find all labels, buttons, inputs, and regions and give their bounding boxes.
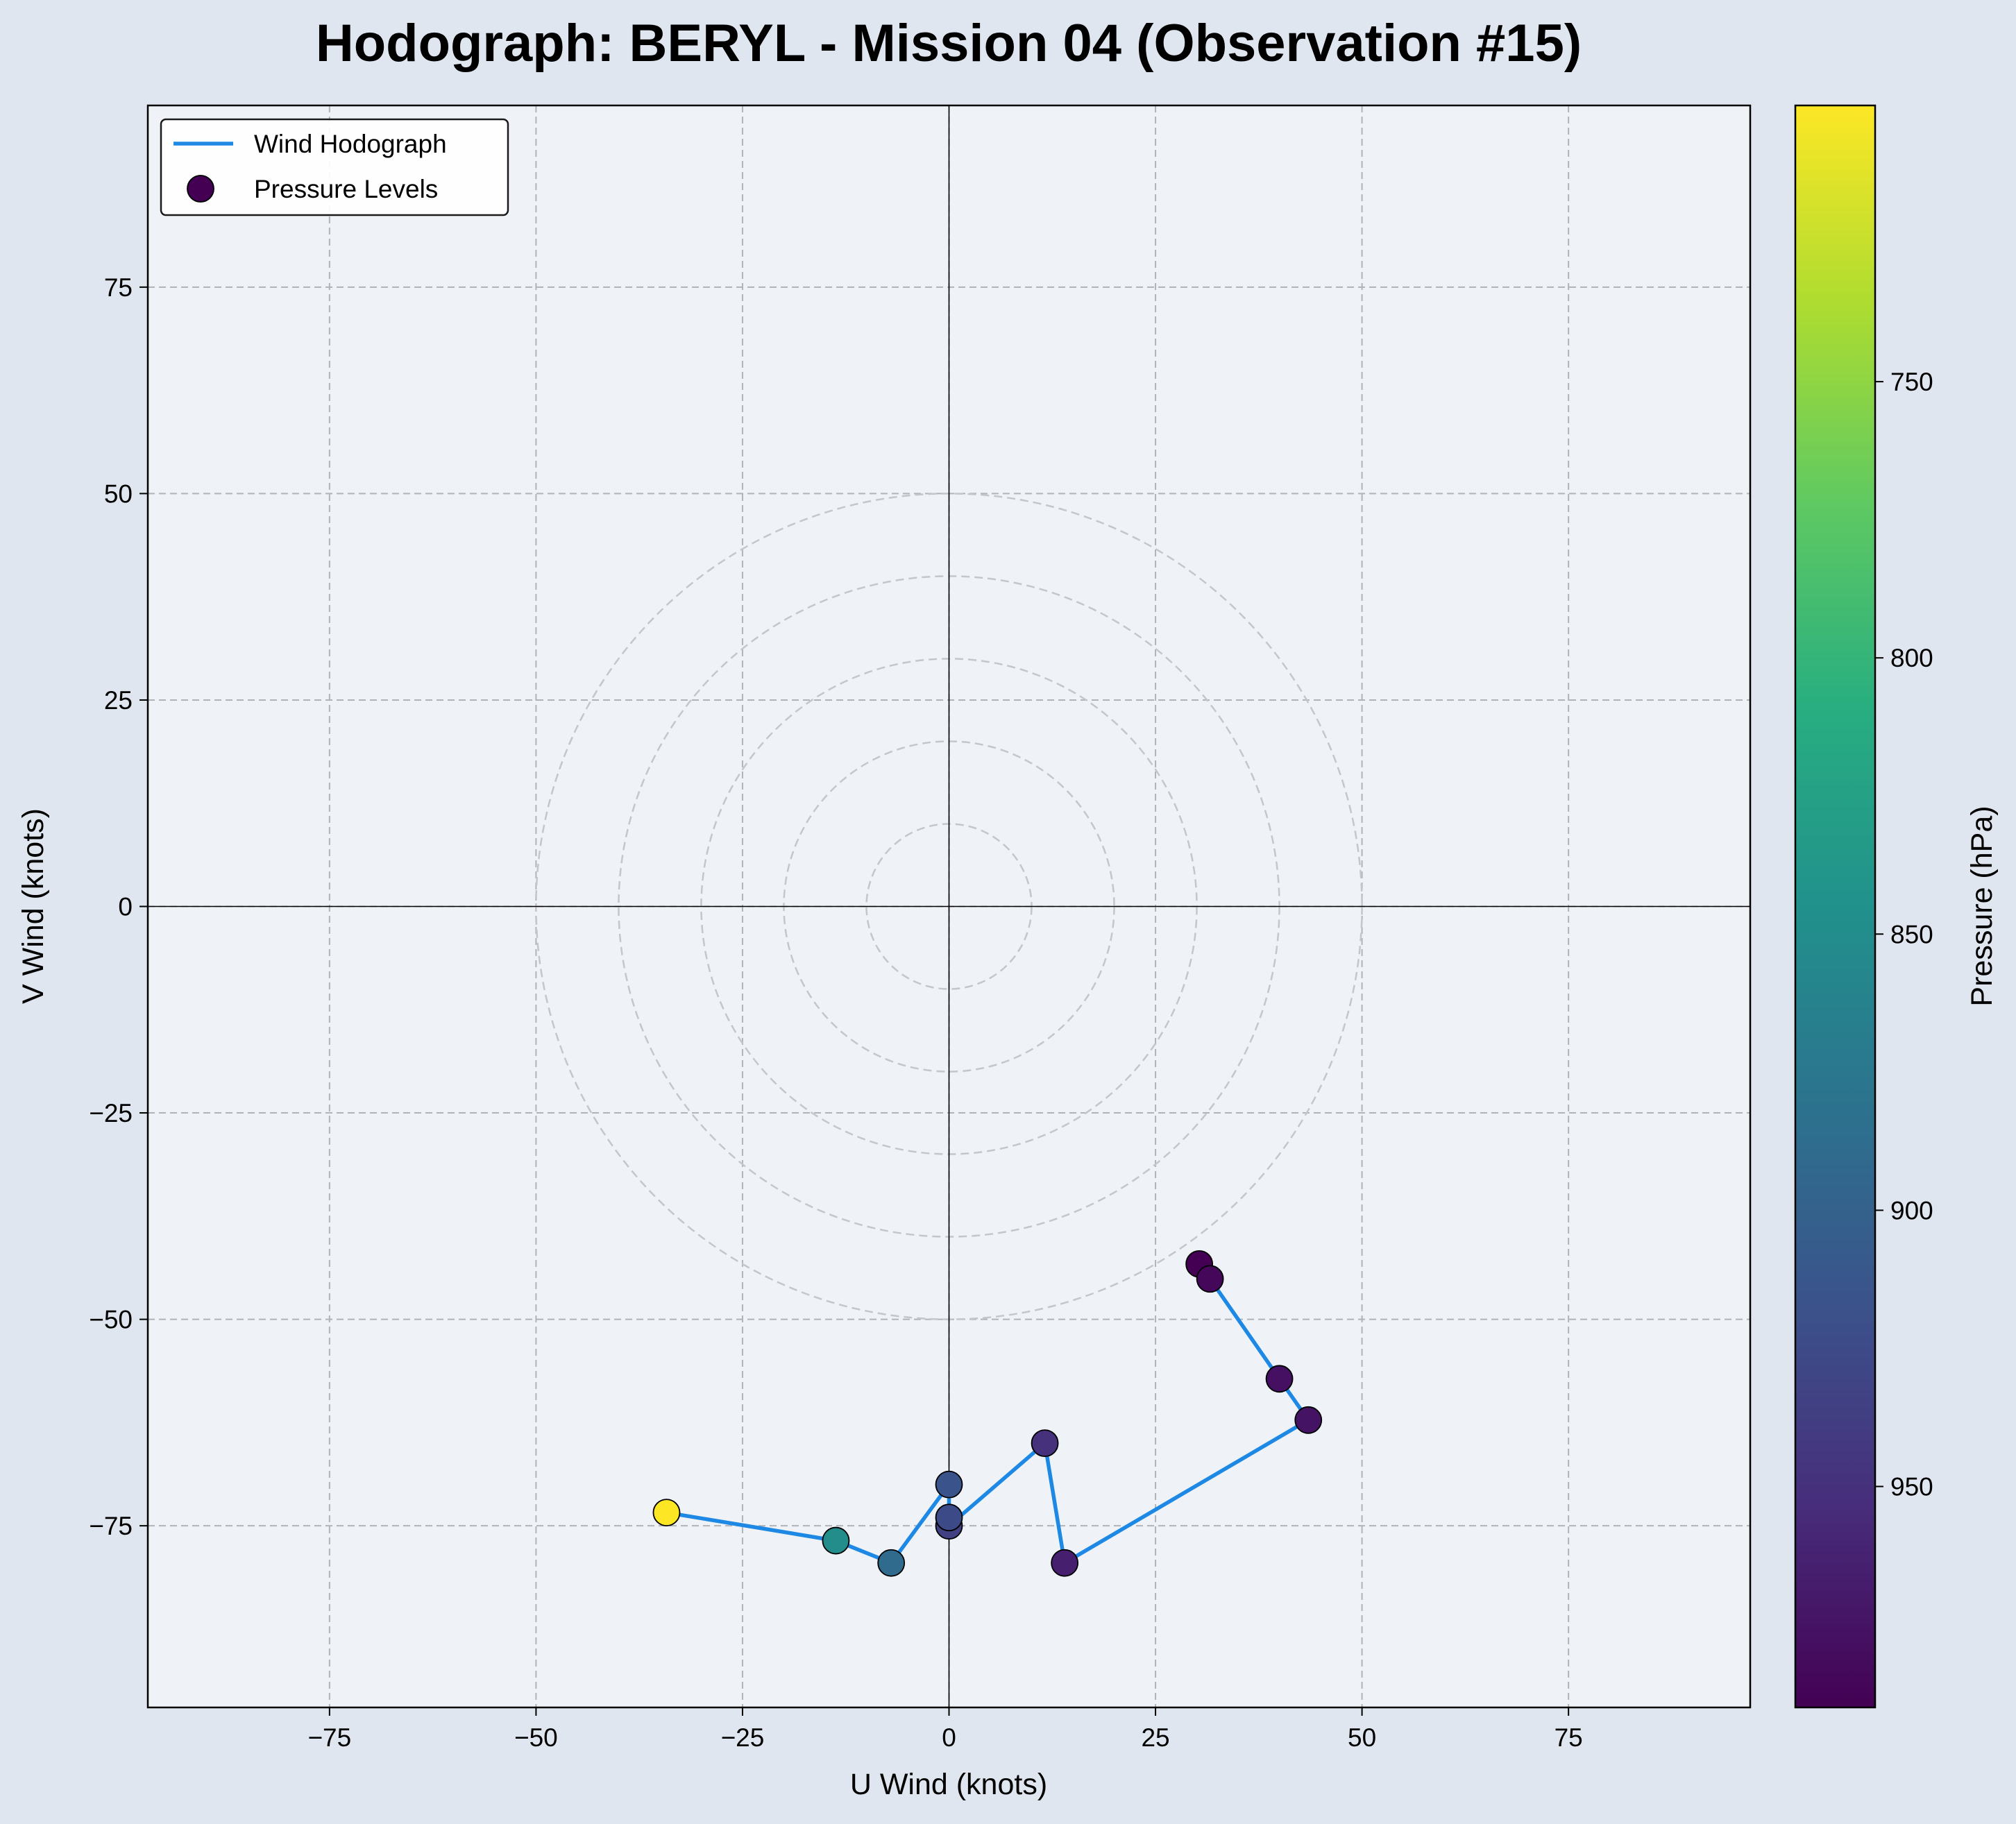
pressure-point [1294, 1406, 1323, 1434]
legend-label-hodograph: Wind Hodograph [254, 130, 447, 158]
colorbar-tick-label: 750 [1890, 368, 1933, 396]
colorbar-gradient [1794, 104, 1877, 1709]
colorbar: 750 800 850 900 950 Pressure (hPa) [1794, 104, 1999, 1709]
legend: Wind Hodograph Pressure Levels [160, 118, 509, 216]
y-ticks: −75 −50 −25 0 25 50 75 [89, 273, 148, 1540]
x-axis-label: U Wind (knots) [850, 1768, 1047, 1801]
y-tick-label: 75 [104, 273, 133, 302]
x-tick-label: 75 [1555, 1723, 1583, 1752]
pressure-point [1031, 1429, 1059, 1458]
x-tick-label: 25 [1141, 1723, 1169, 1752]
y-tick-label: 0 [118, 893, 133, 921]
legend-box [160, 118, 509, 216]
y-axis-label: V Wind (knots) [17, 808, 50, 1004]
x-tick-label: −25 [721, 1723, 765, 1752]
colorbar-ticks: 750 800 850 900 950 [1875, 368, 1933, 1501]
chart-title: Hodograph: BERYL - Mission 04 (Observati… [316, 14, 1582, 73]
pressure-points [652, 1250, 1323, 1577]
pressure-point [935, 1470, 963, 1499]
zero-axes [148, 105, 1750, 1707]
x-tick-label: 50 [1348, 1723, 1376, 1752]
x-ticks: −75 −50 −25 0 25 50 75 [307, 1707, 1583, 1752]
colorbar-label: Pressure (hPa) [1965, 806, 1999, 1006]
legend-marker-swatch [187, 175, 214, 203]
pressure-point [1265, 1365, 1294, 1393]
pressure-point [652, 1499, 681, 1527]
y-tick-label: −25 [89, 1099, 133, 1127]
x-tick-label: −50 [514, 1723, 558, 1752]
y-tick-label: 50 [104, 479, 133, 508]
pressure-point [877, 1549, 906, 1577]
pressure-point [1196, 1265, 1224, 1293]
y-tick-label: 25 [104, 686, 133, 715]
colorbar-tick-label: 850 [1890, 920, 1933, 948]
colorbar-tick-label: 900 [1890, 1196, 1933, 1225]
pressure-point [935, 1503, 963, 1532]
colorbar-tick-label: 800 [1890, 644, 1933, 672]
y-tick-label: −50 [89, 1306, 133, 1334]
x-tick-label: −75 [307, 1723, 351, 1752]
pressure-point [822, 1526, 850, 1555]
y-tick-label: −75 [89, 1512, 133, 1540]
legend-label-pressure: Pressure Levels [254, 175, 438, 203]
colorbar-tick-label: 950 [1890, 1473, 1933, 1501]
x-tick-label: 0 [942, 1723, 956, 1752]
pressure-point [1051, 1549, 1079, 1577]
